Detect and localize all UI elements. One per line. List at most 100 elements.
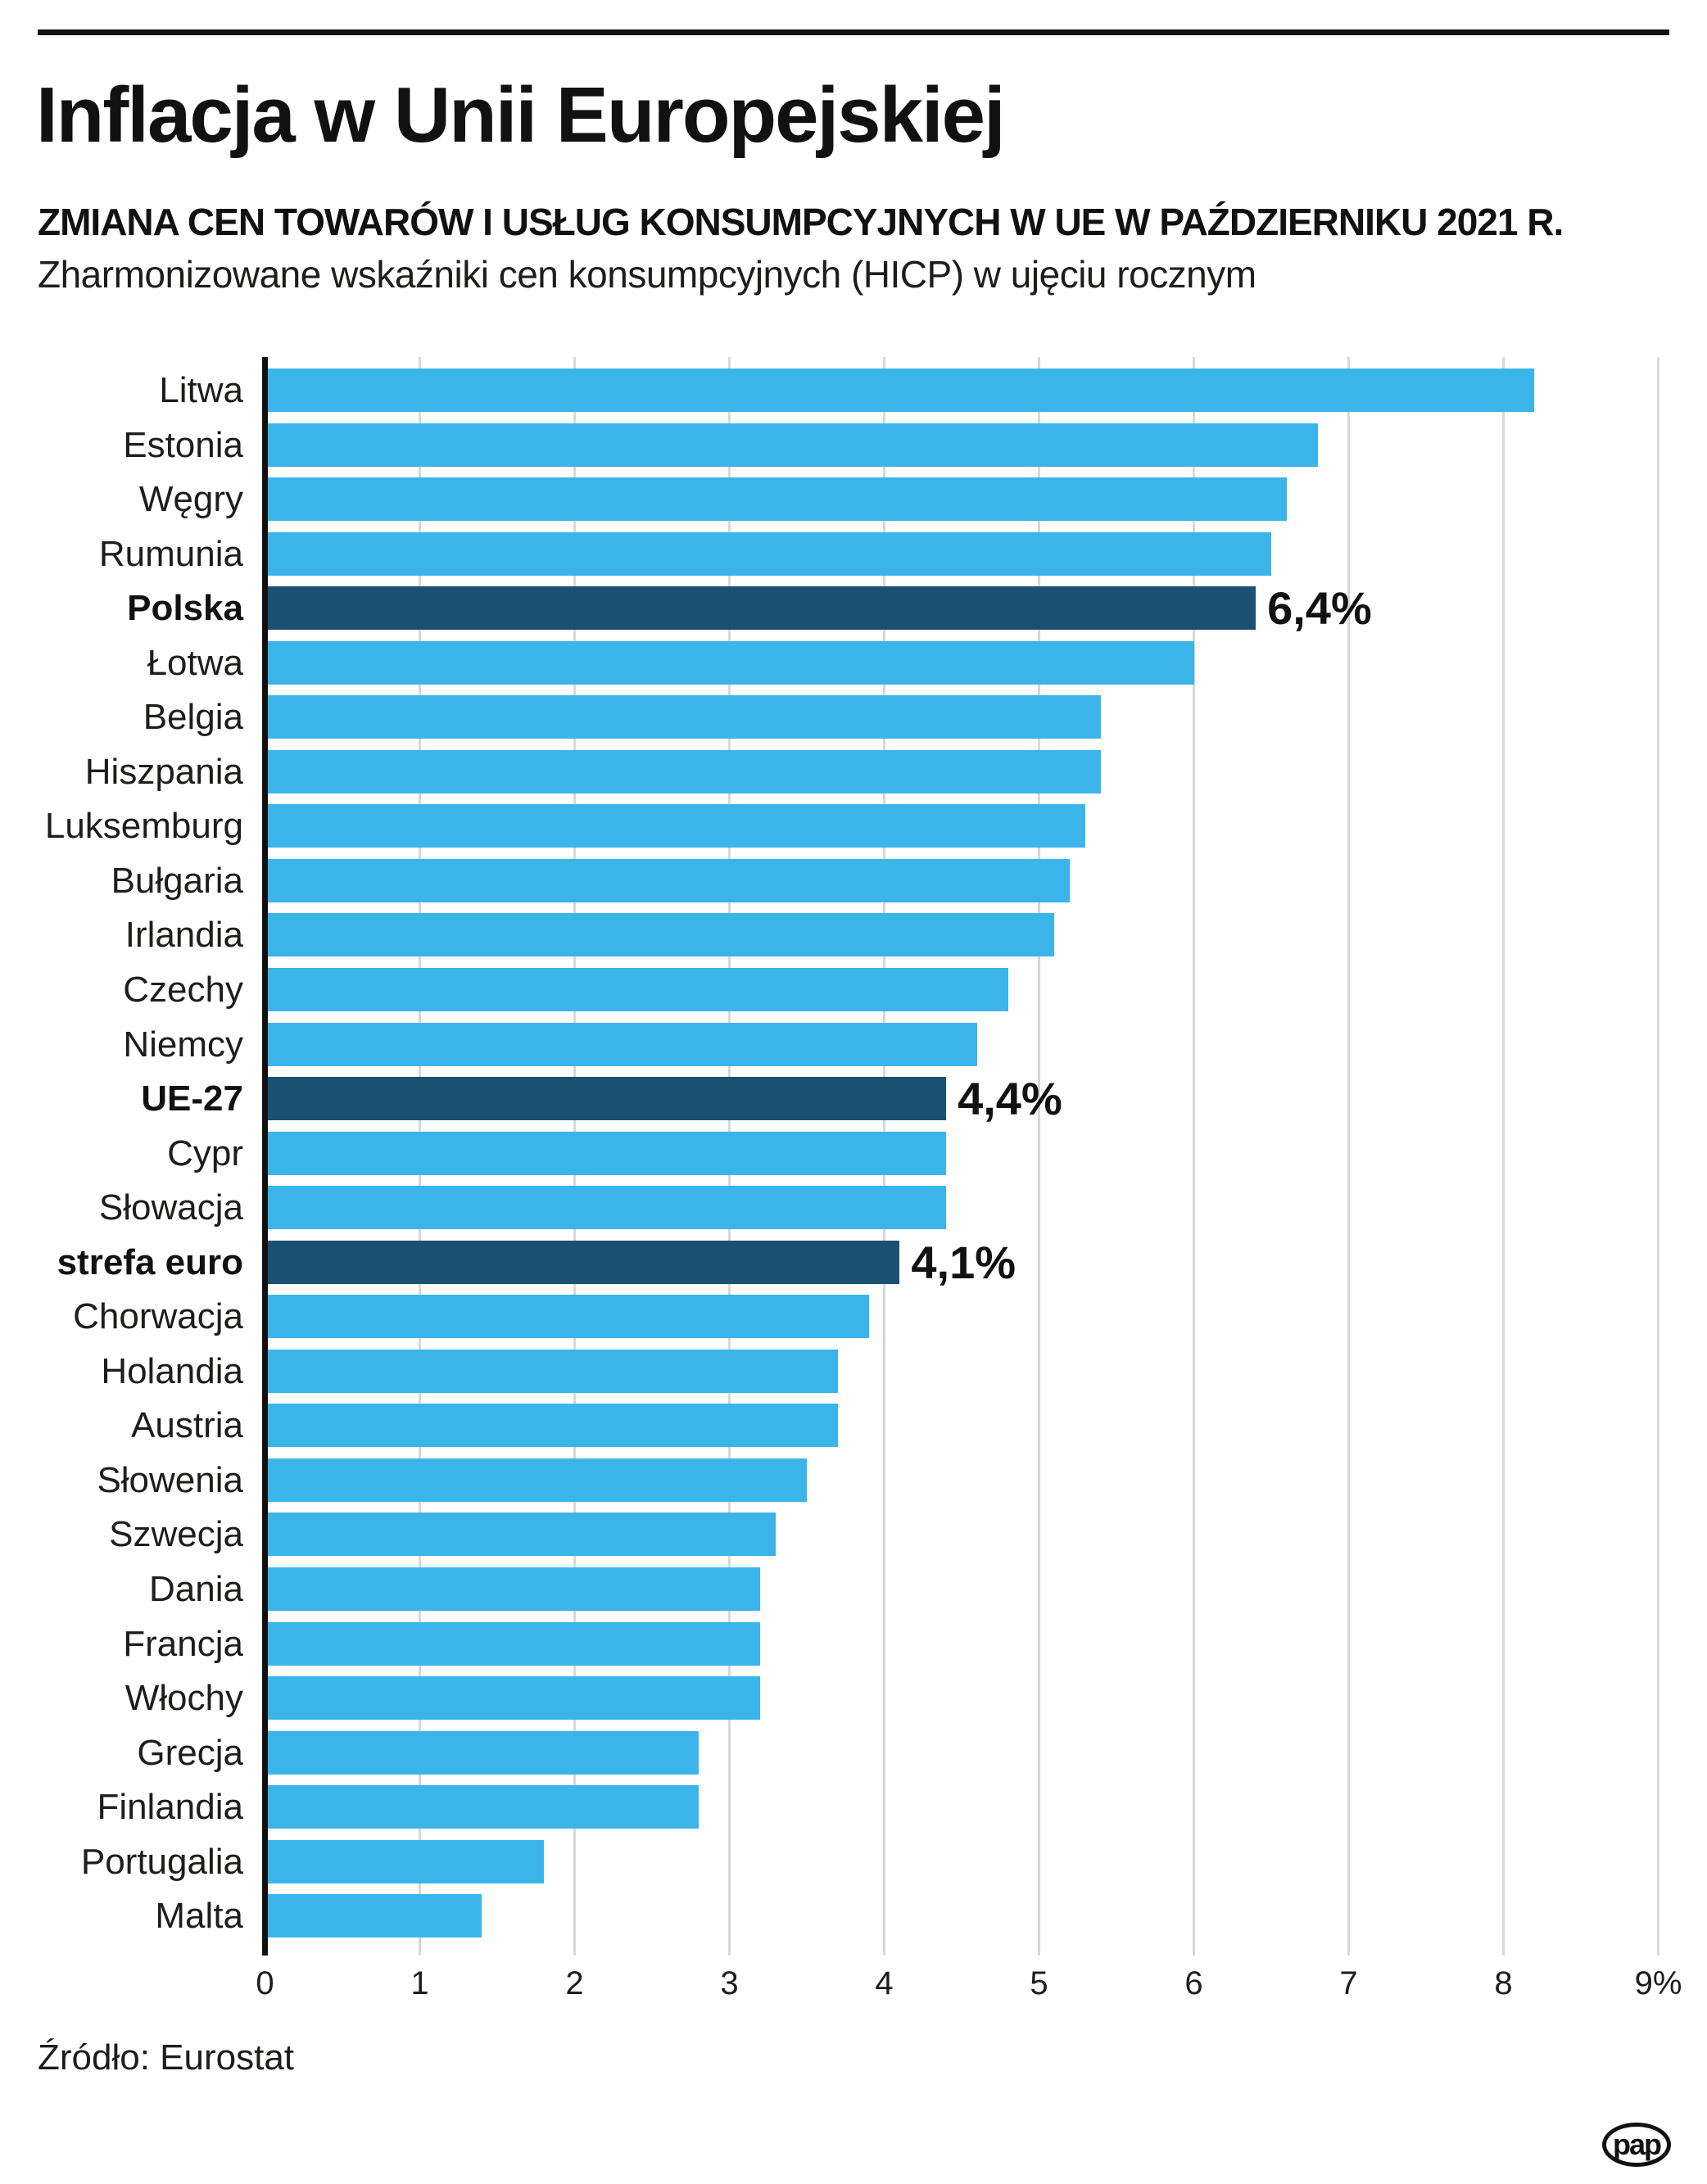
bar [268,1404,838,1448]
bar-label: Litwa [159,370,243,410]
bar-row: Czechy [0,968,1707,1023]
source-note: Źródło: Eurostat [38,2037,295,2078]
bar-label: UE-27 [141,1078,243,1119]
bar [268,640,1194,685]
bar-zone [268,1621,1707,1666]
bar-row: Cypr [0,1131,1707,1187]
bar-value-label: 4,4% [958,1073,1062,1125]
bar-label: Hiszpania [84,751,243,792]
bar-zone: 4,1% [268,1236,1707,1288]
bar-zone [268,1676,1707,1721]
bar-zone [268,477,1707,522]
page-title: Inflacja w Unii Europejskiej [36,71,1006,159]
bar-zone [268,1458,1707,1502]
bar-label: Grecja [137,1732,243,1773]
bar-label: Łotwa [147,642,243,683]
bar [268,1513,777,1557]
bar [268,1077,947,1121]
bar-row: Irlandia [0,913,1707,968]
bar-value-label: 6,4% [1267,582,1372,635]
bar-zone [268,369,1707,412]
bar-label: strefa euro [57,1241,243,1282]
bar-label: Malta [155,1896,243,1937]
bar-label: Francja [123,1623,243,1664]
bar-zone [268,1839,1707,1883]
bar [268,1567,761,1612]
bar-value-label: 4,1% [911,1236,1017,1288]
bar [268,477,1287,522]
bar-row: Grecja [0,1730,1707,1786]
x-tick-label: 6 [1184,1965,1203,2001]
bar-zone [268,695,1707,739]
bar-label: Chorwacja [73,1296,243,1337]
pap-logo: pap [1602,2123,1671,2167]
bar-label: Rumunia [98,533,243,574]
bar [268,531,1271,576]
bar-row: Portugalia [0,1839,1707,1895]
x-tick-label: 9% [1634,1965,1682,2001]
bar-row: Hiszpania [0,749,1707,805]
bar-row: Francja [0,1621,1707,1677]
bar-zone [268,1349,1707,1393]
bar-zone [268,1404,1707,1448]
bar-zone [268,749,1707,794]
bar-label: Austria [131,1405,243,1446]
bar-label: Portugalia [80,1841,243,1882]
bar-label: Słowacja [98,1187,243,1228]
gridline-9 [1657,357,1659,1956]
bar-label: Finlandia [97,1787,243,1828]
bar-zone [268,913,1707,957]
bar-row: Belgia [0,695,1707,750]
bar-zone [268,1894,1707,1938]
bar-chart: Litwa Estonia Węgry Rumunia Polska 6,4% Łotwa B… [0,357,1707,1956]
pap-logo-text: pap [1612,2127,1662,2161]
bar-label: Dania [149,1569,243,1610]
bar-row: Łotwa [0,640,1707,696]
x-tick-label: 2 [565,1965,584,2001]
bar [268,369,1535,412]
bar-row: UE-27 4,4% [0,1073,1707,1132]
bar-row: Dania [0,1567,1707,1622]
bar [268,1022,977,1066]
chart-subtitle: ZMIANA CEN TOWARÓW I USŁUG KONSUMPCYJNYC… [38,201,1564,243]
bar [268,858,1071,902]
bar [268,586,1256,631]
bar [268,1186,947,1230]
bar-zone [268,531,1707,576]
x-tick-label: 3 [720,1965,739,2001]
bar-zone [268,1513,1707,1557]
bar-label: Włochy [125,1678,243,1719]
bar-label: Belgia [143,697,243,738]
bar-zone [268,423,1707,467]
bar [268,695,1102,739]
bar-row: Holandia [0,1349,1707,1404]
bar-label: Bułgaria [111,860,243,901]
bar-row: Chorwacja [0,1295,1707,1350]
bar-zone [268,1131,1707,1175]
bar-label: Estonia [123,424,243,465]
bar-row: Słowacja [0,1186,1707,1241]
bar-label: Węgry [138,479,243,520]
bar-zone [268,1567,1707,1612]
bar-row: Finlandia [0,1785,1707,1840]
bar-rows: Litwa Estonia Węgry Rumunia Polska 6,4% Łotwa B… [0,369,1707,1949]
bar-row: Słowenia [0,1458,1707,1513]
bar-label: Szwecja [109,1514,243,1555]
gridline-7 [1347,357,1350,1956]
bar-row: Szwecja [0,1513,1707,1567]
bar-zone: 4,4% [268,1073,1707,1125]
bar-row: Bułgaria [0,858,1707,914]
bar [268,1894,482,1938]
y-axis-line [262,357,268,1956]
bar-zone [268,1295,1707,1339]
bar-row: Litwa [0,369,1707,423]
bar [268,804,1086,848]
bar-label: Niemcy [123,1024,243,1065]
x-tick-label: 0 [256,1965,274,2001]
top-rule [38,29,1669,35]
x-tick-label: 8 [1494,1965,1513,2001]
bar-label: Cypr [167,1133,243,1173]
bar [268,749,1102,794]
gridline-8 [1502,357,1505,1956]
bar-zone [268,640,1707,685]
